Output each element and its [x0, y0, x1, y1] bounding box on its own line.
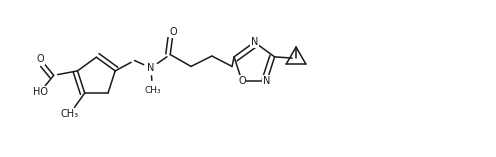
- Text: CH₃: CH₃: [61, 109, 79, 119]
- Text: N: N: [147, 63, 155, 73]
- Text: O: O: [37, 54, 44, 64]
- Text: N: N: [263, 76, 271, 86]
- Text: O: O: [238, 76, 246, 86]
- Text: HO: HO: [33, 87, 48, 97]
- Text: O: O: [169, 27, 177, 37]
- Text: N: N: [250, 37, 258, 47]
- Text: CH₃: CH₃: [144, 86, 161, 95]
